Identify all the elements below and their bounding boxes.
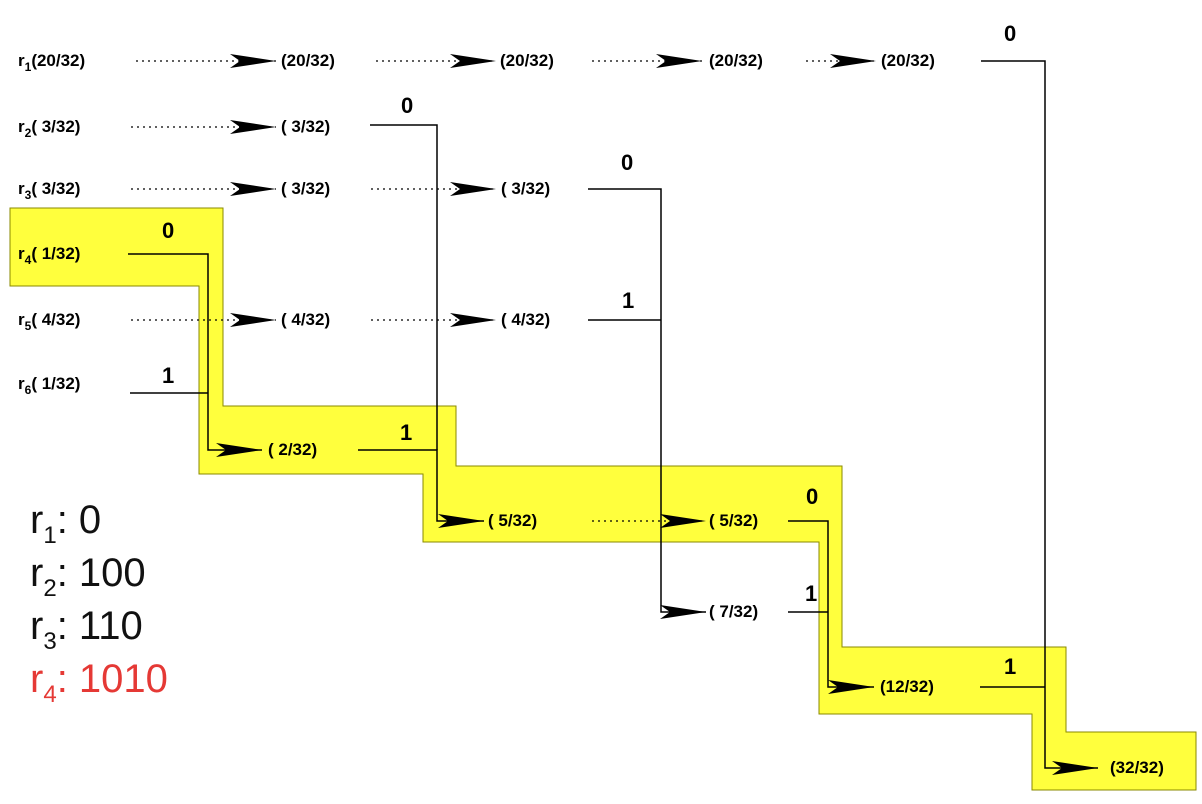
node-r3-col2: ( 3/32) [501, 179, 550, 198]
node-merge-5-32-a: ( 5/32) [488, 511, 537, 530]
node-merge-7-32: ( 7/32) [709, 602, 758, 621]
bit-merge-7: 1 [805, 581, 817, 606]
highlight-path-r4 [9, 207, 1197, 791]
code-table: r1: 0 r2: 100 r3: 110 r4: 1010 [30, 494, 168, 708]
node-merge-2-32: ( 2/32) [268, 440, 317, 459]
dotted-carry-lines [131, 54, 876, 528]
node-r2-col1: ( 3/32) [281, 117, 330, 136]
leaf-label-r3: r3( 3/32) [18, 179, 80, 202]
node-r5-col1: ( 4/32) [281, 310, 330, 329]
leaf-label-r5: r5( 4/32) [18, 310, 80, 333]
code-line-r3: r3: 110 [30, 604, 143, 655]
node-r1-col1: (20/32) [281, 51, 335, 70]
bit-r1: 0 [1004, 21, 1016, 46]
leaf-label-r4: r4( 1/32) [18, 244, 80, 267]
bit-merge-5: 0 [806, 484, 818, 509]
bit-merge-2: 1 [400, 420, 412, 445]
bit-merge-12: 1 [1004, 654, 1016, 679]
code-line-r2: r2: 100 [30, 551, 146, 602]
code-line-r4: r4: 1010 [30, 657, 168, 708]
node-r5-col2: ( 4/32) [501, 310, 550, 329]
bit-r5: 1 [622, 288, 634, 313]
node-merge-12-32: (12/32) [880, 677, 934, 696]
bit-r2: 0 [401, 93, 413, 118]
bit-r3: 0 [621, 150, 633, 175]
node-merge-5-32-b: ( 5/32) [709, 511, 758, 530]
node-r1-col3: (20/32) [709, 51, 763, 70]
node-r1-col4: (20/32) [881, 51, 935, 70]
bit-r6: 1 [162, 363, 174, 388]
leaf-label-r6: r6( 1/32) [18, 374, 80, 397]
merge-lines [128, 60, 1098, 775]
node-root-32-32: (32/32) [1110, 758, 1164, 777]
node-r3-col1: ( 3/32) [281, 179, 330, 198]
node-r1-col2: (20/32) [500, 51, 554, 70]
leaf-label-r2: r2( 3/32) [18, 117, 80, 140]
code-line-r1: r1: 0 [30, 498, 102, 549]
leaf-label-r1: r1(20/32) [18, 51, 85, 74]
bit-r4: 0 [162, 218, 174, 243]
